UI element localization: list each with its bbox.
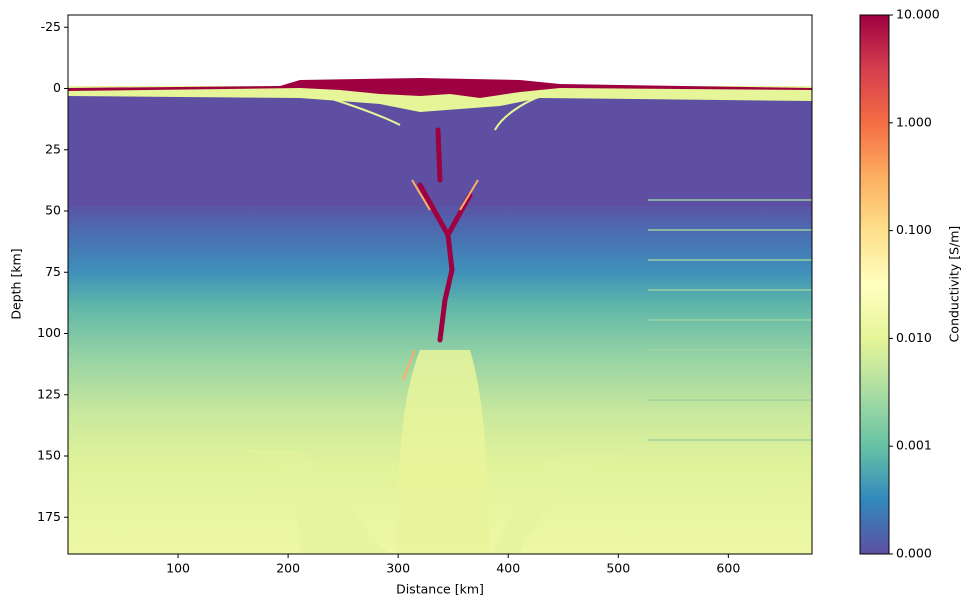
x-tick-label: 200 bbox=[276, 561, 300, 576]
colorbar-tick-label: 10.000 bbox=[896, 7, 940, 22]
y-tick-label: 25 bbox=[45, 141, 61, 156]
colorbar-tick-label: 0.010 bbox=[896, 330, 932, 345]
y-tick-label: -25 bbox=[41, 19, 61, 34]
x-tick-label: 100 bbox=[166, 561, 190, 576]
y-tick-label: 50 bbox=[45, 203, 61, 218]
plot-frame bbox=[67, 14, 813, 555]
y-tick-label: 175 bbox=[37, 509, 61, 524]
colorbar-label: Conductivity [S/m] bbox=[947, 226, 962, 343]
colorbar-tick-label: 0.000 bbox=[896, 546, 932, 561]
y-axis-label: Depth [km] bbox=[9, 248, 24, 319]
colorbar-frame bbox=[859, 14, 890, 555]
x-tick-label: 500 bbox=[606, 561, 630, 576]
x-tick-label: 400 bbox=[496, 561, 520, 576]
y-tick-label: 0 bbox=[53, 80, 61, 95]
x-tick-label: 600 bbox=[716, 561, 740, 576]
colorbar-tick-label: 1.000 bbox=[896, 114, 932, 129]
y-tick-label: 125 bbox=[37, 386, 61, 401]
x-axis-label: Distance [km] bbox=[396, 582, 484, 597]
y-tick-label: 75 bbox=[45, 264, 61, 279]
colorbar-tick-label: 0.100 bbox=[896, 222, 932, 237]
heatmap-image bbox=[68, 15, 812, 554]
x-tick-label: 300 bbox=[386, 561, 410, 576]
colorbar bbox=[860, 15, 889, 554]
y-tick-label: 150 bbox=[37, 448, 61, 463]
y-tick-label: 100 bbox=[37, 325, 61, 340]
colorbar-tick-label: 0.001 bbox=[896, 438, 932, 453]
